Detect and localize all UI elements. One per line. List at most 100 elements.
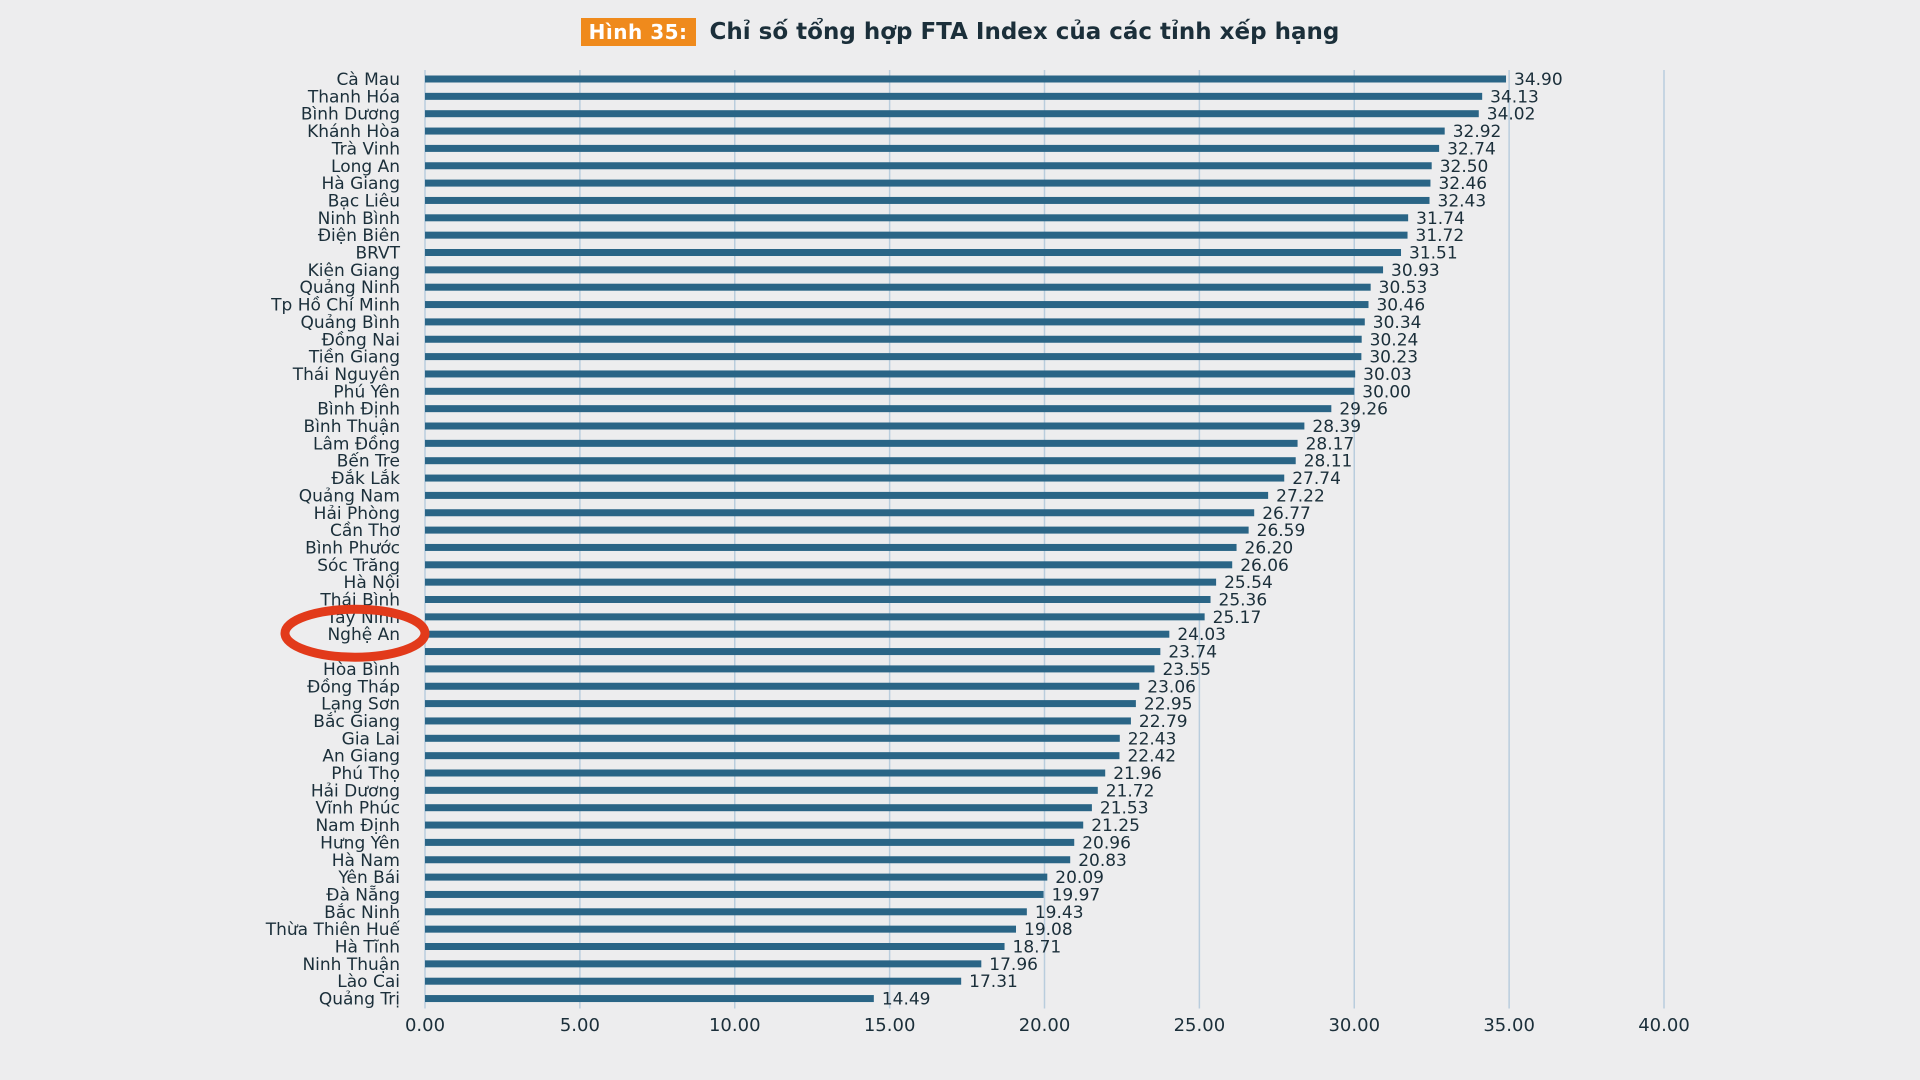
category-label: Nam Định: [315, 816, 400, 836]
value-label: 30.53: [1379, 278, 1428, 298]
bar: [425, 491, 1269, 499]
value-label: 32.50: [1440, 157, 1489, 177]
value-label: 17.31: [969, 972, 1018, 992]
category-label: Hưng Yên: [320, 833, 400, 853]
value-label: 34.90: [1514, 70, 1563, 90]
value-label: 28.39: [1312, 417, 1361, 437]
value-label: 22.95: [1144, 695, 1193, 715]
value-label: 23.74: [1168, 643, 1217, 663]
category-label: Hà Giang: [322, 174, 400, 194]
bar: [425, 370, 1356, 378]
bar: [425, 439, 1298, 447]
x-axis-tick-labels: 0.00 5.00 10.00 15.00 20.00 25.00 30.00 35.00 40…: [405, 1015, 1690, 1036]
category-label: Thanh Hóa: [307, 87, 400, 107]
bar: [425, 318, 1365, 326]
value-label: 32.74: [1447, 139, 1496, 159]
bar: [425, 995, 874, 1003]
bar: [425, 474, 1285, 482]
value-label: 21.96: [1113, 764, 1162, 784]
category-label: Hải Phòng: [314, 504, 400, 524]
category-label: An Giang: [322, 747, 400, 767]
bar: [425, 682, 1140, 690]
category-label: Bắc Giang: [313, 711, 400, 732]
category-label: Cà Mau: [336, 70, 400, 90]
chart-header: Hình 35: Chỉ số tổng hợp FTA Index của c…: [0, 18, 1920, 46]
bar: [425, 543, 1237, 551]
bar: [425, 561, 1233, 569]
value-label: 25.54: [1224, 573, 1273, 593]
bar: [425, 908, 1027, 916]
category-label: Lào Cai: [337, 972, 400, 992]
value-label: 34.13: [1490, 87, 1539, 107]
bar: [425, 110, 1479, 118]
bar: [425, 734, 1120, 742]
value-label: 28.17: [1306, 434, 1355, 454]
category-label: Quảng Ninh: [299, 278, 400, 298]
category-label: Thừa Thiên Huế: [265, 919, 401, 940]
value-label: 26.59: [1257, 521, 1306, 541]
value-label: 26.20: [1245, 538, 1294, 558]
category-label: Lạng Sơn: [321, 695, 400, 715]
value-label: 30.93: [1391, 261, 1440, 281]
value-label: 24.03: [1177, 625, 1226, 645]
bar: [425, 960, 982, 968]
category-label: Gia Lai: [342, 729, 400, 749]
bar: [425, 630, 1170, 638]
category-label: Tiền Giang: [308, 347, 400, 368]
category-label: Bình Định: [317, 400, 400, 420]
category-label: Đồng Nai: [322, 329, 400, 350]
category-label: Sóc Trăng: [317, 556, 400, 576]
bar: [425, 405, 1332, 413]
value-label: 20.96: [1082, 833, 1131, 853]
category-label: Long An: [331, 157, 400, 177]
bar: [425, 943, 1005, 950]
category-label: Hải Dương: [311, 781, 400, 801]
highlight-marker: [280, 604, 430, 662]
category-label: Ninh Thuận: [302, 955, 400, 975]
value-label: 22.43: [1128, 729, 1177, 749]
category-label: BRVT: [355, 244, 400, 264]
value-label: 30.24: [1370, 330, 1419, 350]
bar: [425, 717, 1131, 725]
value-label: 32.92: [1453, 122, 1502, 142]
value-label: 19.97: [1052, 885, 1101, 905]
category-label: Hòa Bình: [323, 660, 400, 680]
value-label: 22.42: [1127, 747, 1176, 767]
value-label: 28.11: [1304, 452, 1353, 472]
value-label: 25.17: [1213, 608, 1262, 628]
category-label: Quảng Nam: [299, 486, 400, 506]
bar: [425, 838, 1075, 846]
bar: [425, 353, 1362, 361]
x-tick-label: 25.00: [1174, 1015, 1226, 1036]
value-label: 29.26: [1339, 400, 1388, 420]
value-label: 30.34: [1373, 313, 1422, 333]
value-label: 21.53: [1100, 799, 1149, 819]
category-label: Kiên Giang: [308, 261, 400, 281]
category-label: Hà Tĩnh: [335, 938, 400, 958]
bar: [425, 509, 1255, 517]
category-label: Quảng Trị: [319, 990, 400, 1010]
value-label: 20.83: [1078, 851, 1127, 871]
chart-title: Chỉ số tổng hợp FTA Index của các tỉnh x…: [709, 19, 1340, 45]
category-label: Khánh Hòa: [307, 122, 400, 142]
value-label: 31.72: [1416, 226, 1465, 246]
category-label: Hà Nội: [344, 573, 400, 593]
category-label: Tp Hồ Chí Minh: [270, 295, 400, 316]
figure-number-badge: Hình 35:: [580, 18, 696, 46]
value-label: 22.79: [1139, 712, 1188, 732]
highlight-circle: [280, 604, 430, 662]
x-tick-label: 5.00: [560, 1015, 600, 1036]
value-label: 21.25: [1091, 816, 1140, 836]
category-label: Bình Phước: [305, 538, 400, 558]
bar: [425, 925, 1017, 933]
bar: [425, 457, 1296, 465]
bar: [425, 196, 1430, 204]
value-label: 25.36: [1219, 591, 1268, 611]
category-label: Phú Thọ: [331, 764, 400, 784]
bar: [425, 144, 1440, 152]
category-label: Cần Thơ: [330, 520, 401, 541]
category-label: Đà Nẵng: [326, 884, 400, 905]
value-label: 21.72: [1106, 781, 1155, 801]
value-label: 19.08: [1024, 920, 1073, 940]
